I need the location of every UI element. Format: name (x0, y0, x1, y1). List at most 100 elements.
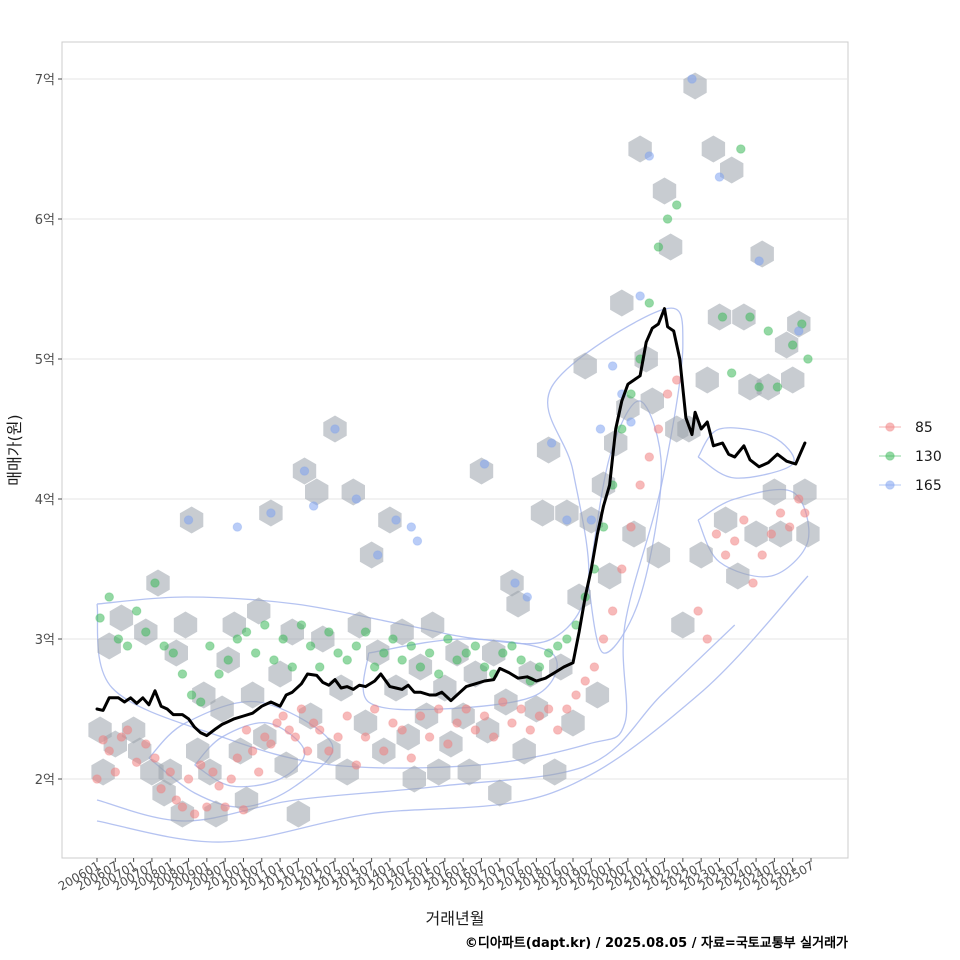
data-point-85 (498, 697, 508, 707)
data-point-165 (510, 578, 520, 588)
data-point-130 (653, 242, 664, 252)
hex-bin (274, 751, 298, 779)
data-point-85 (662, 389, 673, 399)
data-point-85 (617, 564, 627, 574)
hex-bin (658, 233, 683, 261)
y-tick-label: 4억 (35, 493, 55, 508)
hex-bin (774, 331, 799, 359)
hex-bin (555, 499, 579, 527)
data-point-85 (171, 795, 182, 805)
data-point-85 (607, 606, 618, 616)
hex-bin (286, 800, 311, 828)
data-point-165 (479, 459, 490, 469)
hex-bin (186, 737, 210, 765)
data-point-85 (226, 774, 237, 784)
data-point-130 (241, 627, 252, 637)
data-point-130 (369, 662, 380, 672)
data-point-130 (772, 382, 783, 392)
hex-bin (402, 765, 426, 793)
data-point-130 (324, 627, 334, 637)
data-point-85 (748, 578, 758, 588)
data-point-165 (266, 508, 276, 518)
data-point-130 (736, 144, 746, 154)
hex-bin (530, 499, 555, 527)
data-point-85 (324, 746, 334, 756)
y-tick-label: 2억 (35, 773, 55, 788)
data-point-85 (131, 757, 142, 768)
data-point-130 (452, 655, 462, 665)
data-point-85 (156, 784, 166, 794)
data-point-130 (415, 662, 426, 672)
data-point-130 (150, 578, 160, 588)
hex-bin (634, 345, 658, 373)
data-point-85 (342, 711, 353, 721)
hex-bin (604, 429, 628, 457)
data-point-130 (479, 662, 490, 672)
trend-line-group (95, 307, 807, 738)
x-axis: 2006012006072007012007072008012008072009… (56, 858, 817, 894)
data-point-85 (253, 767, 264, 777)
hex-bin (109, 604, 134, 632)
data-point-130 (644, 298, 655, 308)
data-point-130 (433, 669, 444, 679)
legend-key-point (885, 422, 895, 432)
data-point-130 (287, 662, 298, 672)
data-point-130 (754, 382, 764, 392)
data-point-130 (186, 690, 197, 700)
data-point-85 (644, 452, 655, 462)
data-point-85 (195, 760, 206, 770)
data-point-85 (598, 634, 609, 644)
data-point-85 (580, 676, 591, 686)
data-point-85 (241, 725, 252, 735)
data-point-130 (195, 697, 206, 707)
data-point-85 (452, 718, 462, 728)
y-tick-label: 5억 (35, 353, 55, 368)
data-point-85 (183, 774, 194, 784)
data-point-165 (562, 515, 572, 525)
density-contour (587, 400, 663, 654)
data-point-85 (220, 802, 230, 812)
data-point-130 (662, 214, 673, 224)
data-point-85 (793, 494, 804, 504)
data-point-85 (775, 508, 786, 518)
hex-bin (585, 681, 610, 709)
data-point-165 (330, 424, 340, 434)
data-point-85 (165, 767, 176, 777)
y-axis: 2억 3억 4억 5억 6억 7억 (35, 73, 62, 788)
data-point-165 (644, 151, 655, 161)
data-point-85 (388, 718, 398, 728)
hex-bin (482, 639, 506, 667)
data-point-130 (168, 648, 179, 658)
hex-bin (701, 135, 726, 163)
data-point-85 (116, 732, 127, 742)
data-point-85 (260, 732, 270, 742)
data-point-85 (150, 753, 160, 763)
data-point-130 (534, 662, 545, 672)
data-point-165 (522, 592, 533, 602)
legend-label: 85 (915, 420, 933, 436)
hex-bin (247, 597, 271, 625)
data-point-85 (671, 375, 682, 385)
data-point-130 (745, 312, 755, 322)
data-point-85 (104, 746, 115, 756)
data-point-85 (238, 805, 249, 815)
data-point-165 (607, 361, 618, 371)
data-point-130 (131, 606, 142, 616)
data-point-85 (784, 522, 795, 532)
hex-bin (640, 387, 664, 415)
data-point-85 (369, 704, 380, 714)
data-point-85 (589, 662, 600, 672)
density-contour (96, 575, 809, 843)
data-point-130 (803, 354, 813, 364)
data-point-85 (214, 781, 224, 791)
y-tick-label: 3억 (35, 633, 55, 648)
density-contour (362, 638, 558, 711)
hex-bin (170, 800, 195, 828)
hex-bin (353, 709, 378, 737)
data-point-130 (314, 662, 325, 672)
data-point-85 (711, 529, 722, 539)
data-point-85 (290, 732, 301, 742)
hex-bin (420, 611, 445, 639)
data-point-85 (571, 690, 581, 700)
